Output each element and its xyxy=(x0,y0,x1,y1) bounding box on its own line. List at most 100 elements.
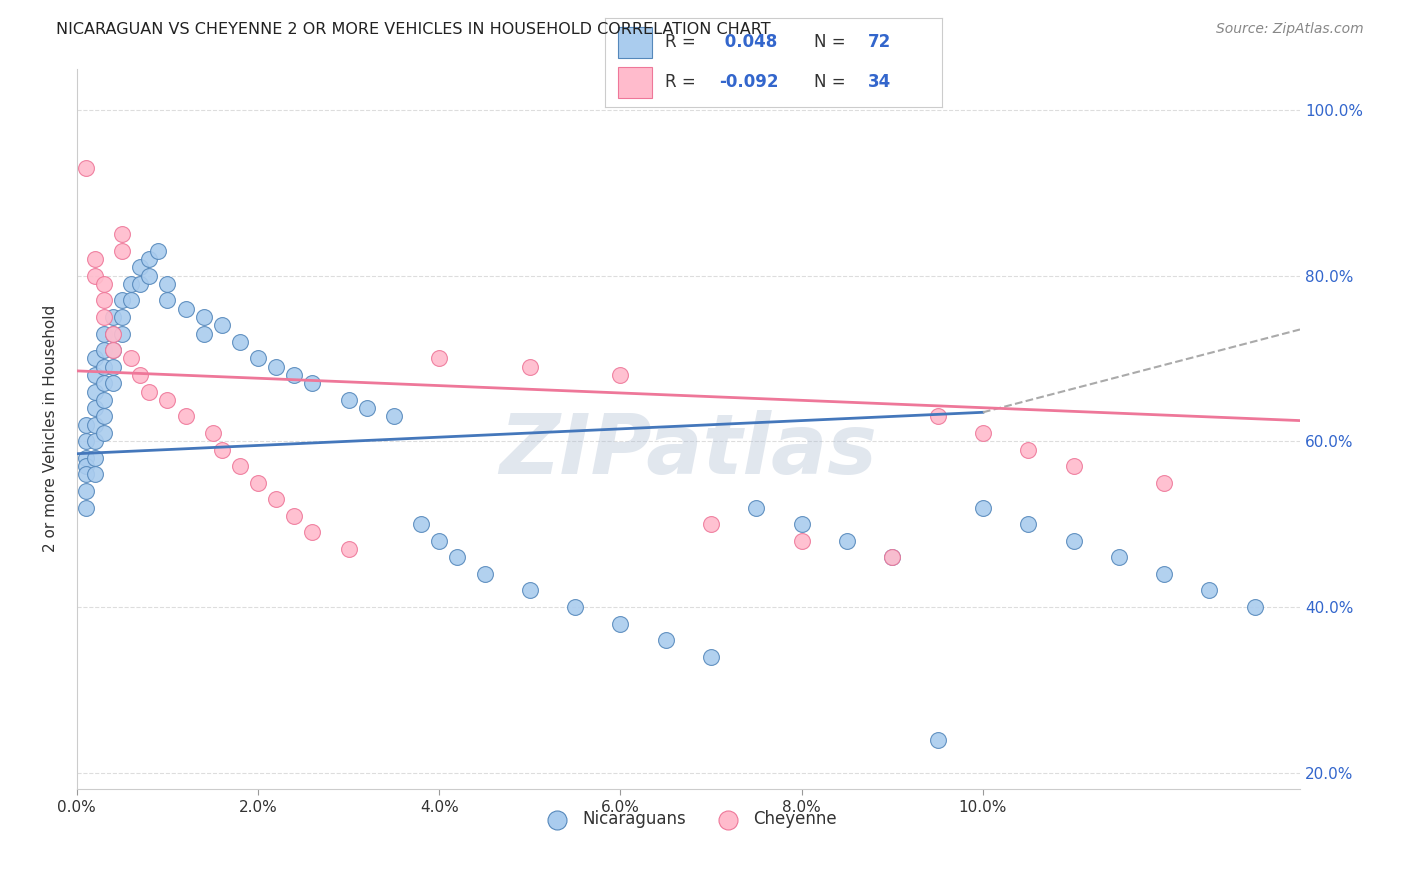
Point xyxy=(75,483,97,498)
Text: R =: R = xyxy=(665,73,702,91)
Bar xyxy=(619,67,652,98)
Point xyxy=(93,310,115,324)
Point xyxy=(174,409,197,424)
Point xyxy=(1243,599,1265,614)
Point xyxy=(283,368,305,382)
Point xyxy=(211,318,233,333)
Point xyxy=(427,533,450,548)
Point xyxy=(193,310,215,324)
Point xyxy=(129,368,152,382)
Text: R =: R = xyxy=(665,33,702,51)
Point xyxy=(84,434,107,449)
Point xyxy=(84,401,107,416)
Point xyxy=(101,376,124,391)
Point xyxy=(247,475,270,490)
Point xyxy=(93,392,115,407)
Point xyxy=(927,732,949,747)
Point xyxy=(120,351,142,366)
Point xyxy=(882,550,904,565)
Point xyxy=(700,517,723,532)
Point xyxy=(93,293,115,308)
Point xyxy=(1017,517,1039,532)
Point xyxy=(264,492,287,507)
Point xyxy=(93,409,115,424)
Point xyxy=(835,533,858,548)
Point xyxy=(138,384,160,399)
Text: -0.092: -0.092 xyxy=(720,73,779,91)
Point xyxy=(174,301,197,316)
Point xyxy=(446,550,468,565)
Point xyxy=(229,334,252,349)
Point xyxy=(84,368,107,382)
Point xyxy=(972,425,994,440)
Point xyxy=(427,351,450,366)
Point xyxy=(101,343,124,358)
Point xyxy=(337,392,360,407)
Y-axis label: 2 or more Vehicles in Household: 2 or more Vehicles in Household xyxy=(44,305,58,552)
Point xyxy=(120,293,142,308)
Point xyxy=(882,550,904,565)
Point xyxy=(700,649,723,664)
Point xyxy=(111,326,134,341)
Point xyxy=(193,326,215,341)
Point xyxy=(84,252,107,266)
Point xyxy=(111,244,134,258)
Point xyxy=(474,566,496,581)
Point xyxy=(301,376,323,391)
Point xyxy=(93,343,115,358)
Text: NICARAGUAN VS CHEYENNE 2 OR MORE VEHICLES IN HOUSEHOLD CORRELATION CHART: NICARAGUAN VS CHEYENNE 2 OR MORE VEHICLE… xyxy=(56,22,770,37)
Point xyxy=(382,409,405,424)
Point xyxy=(111,227,134,242)
Point xyxy=(972,500,994,515)
Point xyxy=(609,368,631,382)
Point xyxy=(356,401,378,416)
Point xyxy=(84,450,107,465)
Point xyxy=(1063,459,1085,474)
Point xyxy=(138,252,160,266)
Point xyxy=(84,467,107,482)
Point xyxy=(264,359,287,374)
Point xyxy=(745,500,768,515)
Text: N =: N = xyxy=(814,73,851,91)
Point xyxy=(790,533,813,548)
Point xyxy=(1153,475,1175,490)
Point xyxy=(93,326,115,341)
Point xyxy=(156,293,179,308)
Point xyxy=(655,633,678,648)
Point xyxy=(156,392,179,407)
Point xyxy=(229,459,252,474)
Point xyxy=(1017,442,1039,457)
Text: 0.048: 0.048 xyxy=(720,33,778,51)
Point xyxy=(84,384,107,399)
Point xyxy=(790,517,813,532)
Point xyxy=(111,293,134,308)
Point xyxy=(75,500,97,515)
Point xyxy=(75,459,97,474)
Point xyxy=(301,525,323,540)
Point xyxy=(1198,583,1220,598)
Point xyxy=(75,161,97,175)
Point xyxy=(138,268,160,283)
Text: N =: N = xyxy=(814,33,851,51)
Point xyxy=(1153,566,1175,581)
Point xyxy=(101,326,124,341)
Point xyxy=(927,409,949,424)
Point xyxy=(75,417,97,432)
Point xyxy=(84,268,107,283)
Point xyxy=(1063,533,1085,548)
Point xyxy=(129,260,152,275)
Point xyxy=(519,583,541,598)
Legend: Nicaraguans, Cheyenne: Nicaraguans, Cheyenne xyxy=(534,804,844,835)
Text: 72: 72 xyxy=(868,33,891,51)
Point xyxy=(93,277,115,291)
Point xyxy=(411,517,433,532)
Point xyxy=(283,508,305,523)
Point xyxy=(84,351,107,366)
Point xyxy=(201,425,224,440)
Point xyxy=(93,425,115,440)
Point xyxy=(101,359,124,374)
Point xyxy=(75,434,97,449)
Text: ZIPatlas: ZIPatlas xyxy=(499,410,877,491)
Point xyxy=(609,616,631,631)
Bar xyxy=(619,27,652,58)
